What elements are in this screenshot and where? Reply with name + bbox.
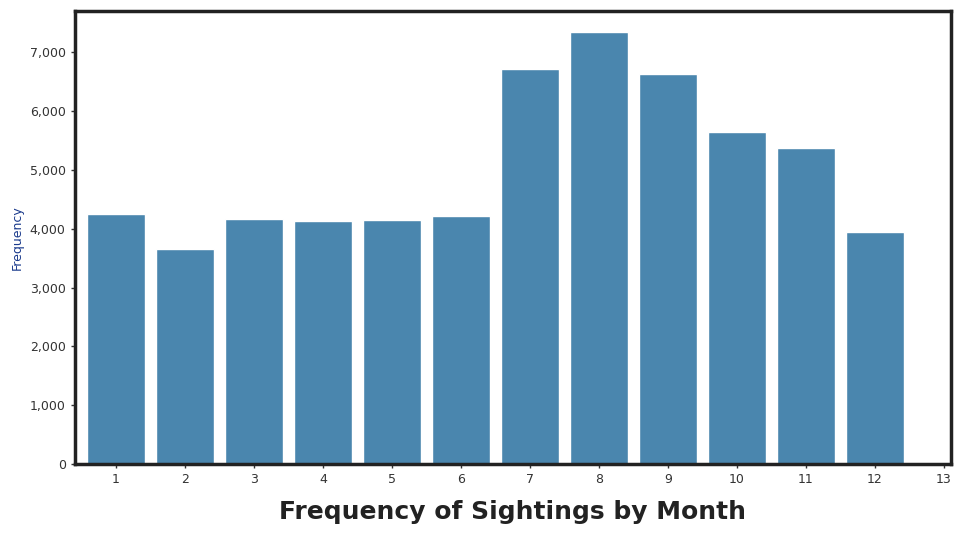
Bar (432, 216, 491, 464)
Y-axis label: Frequency: Frequency (12, 205, 24, 270)
Bar (225, 219, 283, 464)
Bar (500, 69, 559, 464)
Bar (845, 232, 904, 464)
Bar (362, 220, 421, 464)
Bar (570, 32, 629, 464)
Bar (708, 132, 766, 464)
X-axis label: Frequency of Sightings by Month: Frequency of Sightings by Month (280, 500, 746, 524)
Bar (777, 148, 836, 464)
Bar (639, 74, 697, 464)
Bar (156, 249, 214, 464)
Bar (294, 221, 353, 464)
Bar (87, 214, 146, 464)
